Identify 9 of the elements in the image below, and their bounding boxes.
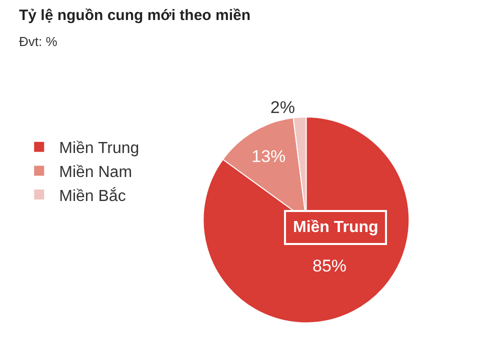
data-label: 2% — [270, 98, 295, 118]
data-label: 13% — [252, 146, 286, 166]
chart-title: Tỷ lệ nguồn cung mới theo miền — [19, 7, 251, 24]
legend-label: Miền Bắc — [59, 186, 126, 205]
legend-label: Miền Nam — [59, 164, 132, 181]
legend-label: Miền Trung — [59, 140, 140, 158]
chart-subtitle: Đvt: % — [19, 34, 58, 49]
data-label: 85% — [312, 256, 347, 276]
text: Miền Trung — [293, 219, 378, 236]
